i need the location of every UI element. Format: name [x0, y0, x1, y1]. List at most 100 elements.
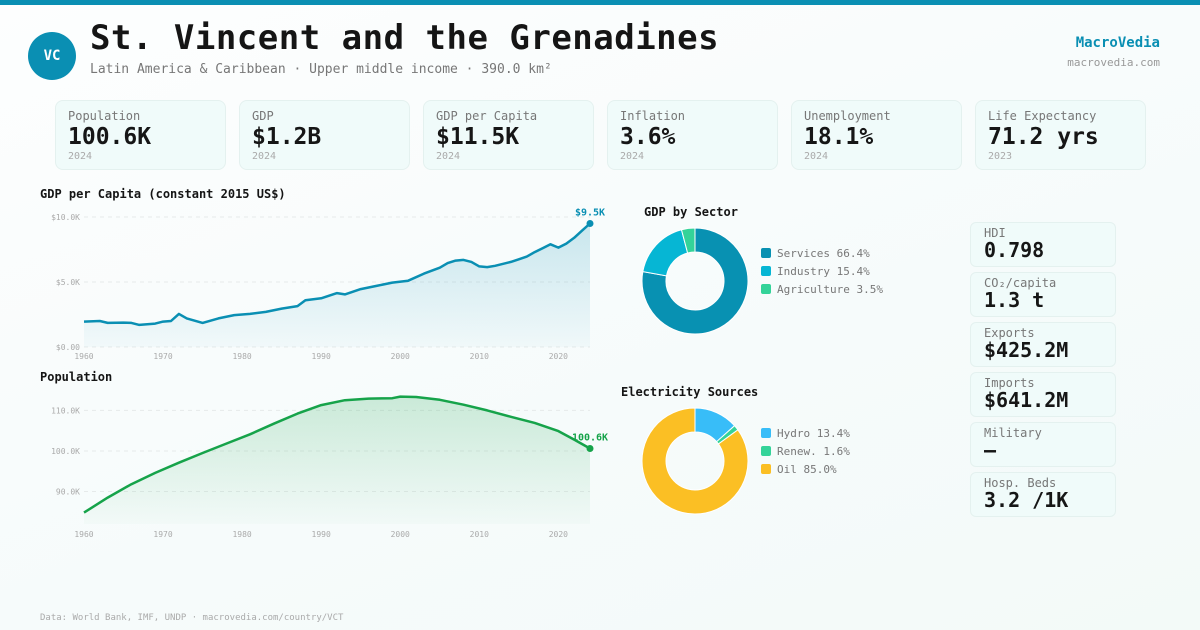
sector-chart-title: GDP by Sector — [644, 205, 738, 219]
legend-label: Industry 15.4% — [777, 264, 870, 278]
kpi-value: $1.2B — [252, 124, 322, 150]
x-tick-label: 2000 — [391, 352, 410, 361]
legend-swatch — [761, 446, 771, 456]
kpi-card-life-expectancy: Life Expectancy 71.2 yrs 2023 — [975, 100, 1146, 170]
footer-source: Data: World Bank, IMF, UNDP · macrovedia… — [40, 613, 344, 623]
x-tick-label: 1960 — [74, 530, 93, 539]
y-tick-label: $10.0K — [51, 213, 80, 222]
legend-item-hydro: Hydro 13.4% — [761, 424, 850, 442]
kpi-value: 3.6% — [620, 124, 676, 150]
x-tick-label: 1960 — [74, 352, 93, 361]
gdp-area-fill — [84, 223, 590, 347]
page-title: St. Vincent and the Grenadines — [90, 18, 720, 58]
side-stats: HDI 0.798 CO₂/capita 1.3 t Exports $425.2M … — [970, 222, 1116, 522]
kpi-label: GDP per Capita — [436, 109, 538, 123]
stat-value: 0.798 — [984, 238, 1045, 262]
electricity-chart-title: Electricity Sources — [621, 385, 759, 399]
stat-label: CO₂/capita — [984, 276, 1057, 290]
x-tick-label: 1970 — [153, 530, 172, 539]
top-accent-bar — [0, 0, 1200, 5]
x-tick-label: 2000 — [391, 530, 410, 539]
stat-label: HDI — [984, 226, 1006, 240]
y-tick-label: $5.0K — [56, 278, 80, 287]
kpi-card-gdp: GDP $1.2B 2024 — [239, 100, 410, 170]
kpi-value: $11.5K — [436, 124, 520, 150]
gdp-end-point — [586, 220, 594, 227]
gdp-end-label: $9.5K — [575, 208, 605, 219]
kpi-year: 2024 — [68, 151, 93, 162]
gdp-chart-title: GDP per Capita (constant 2015 US$) — [40, 187, 286, 201]
stat-card-military: Military — — [970, 422, 1116, 467]
y-tick-label: $0.00 — [56, 343, 80, 352]
kpi-label: Inflation — [620, 109, 686, 123]
population-end-point — [586, 445, 594, 453]
legend-item-industry: Industry 15.4% — [761, 262, 883, 280]
kpi-year: 2024 — [436, 151, 461, 162]
donut-slice-services — [641, 227, 749, 335]
population-line — [83, 395, 591, 514]
x-tick-label: 1990 — [312, 352, 331, 361]
legend-label: Renew. 1.6% — [777, 444, 850, 458]
stat-value: 3.2 /1K — [984, 488, 1069, 512]
x-tick-label: 1990 — [312, 530, 331, 539]
sector-legend: Services 66.4% Industry 15.4% Agricultur… — [761, 244, 883, 298]
electricity-donut — [641, 407, 749, 515]
x-tick-label: 2020 — [549, 530, 568, 539]
kpi-value: 18.1% — [804, 124, 874, 150]
kpi-card-unemployment: Unemployment 18.1% 2024 — [791, 100, 962, 170]
kpi-card-population: Population 100.6K 2024 — [55, 100, 226, 170]
stat-card-hdi: HDI 0.798 — [970, 222, 1116, 267]
legend-item-services: Services 66.4% — [761, 244, 883, 262]
kpi-card-inflation: Inflation 3.6% 2024 — [607, 100, 778, 170]
stat-value: — — [984, 438, 997, 462]
y-tick-label: 100.0K — [51, 447, 80, 456]
stat-label: Imports — [984, 376, 1035, 390]
legend-swatch — [761, 428, 771, 438]
legend-label: Oil 85.0% — [777, 462, 837, 476]
brand-url[interactable]: macrovedia.com — [1067, 56, 1160, 69]
legend-swatch — [761, 266, 771, 276]
legend-swatch — [761, 248, 771, 258]
kpi-value: 100.6K — [68, 124, 152, 150]
donut-slice-oil — [641, 407, 749, 515]
gdp-line — [83, 222, 591, 327]
kpi-year: 2023 — [988, 151, 1013, 162]
x-tick-label: 2010 — [470, 530, 489, 539]
x-tick-label: 2010 — [470, 352, 489, 361]
stat-card-co2: CO₂/capita 1.3 t — [970, 272, 1116, 317]
stat-label: Hosp. Beds — [984, 476, 1057, 490]
x-tick-label: 1980 — [232, 352, 251, 361]
stat-value: $641.2M — [984, 388, 1069, 412]
legend-item-agriculture: Agriculture 3.5% — [761, 280, 883, 298]
legend-swatch — [761, 284, 771, 294]
population-end-label: 100.6K — [572, 433, 608, 444]
kpi-value: 71.2 yrs — [988, 124, 1099, 150]
page-subtitle: Latin America & Caribbean · Upper middle… — [90, 62, 552, 77]
donut-slice-agriculture — [680, 227, 696, 254]
legend-label: Hydro 13.4% — [777, 426, 850, 440]
electricity-legend: Hydro 13.4% Renew. 1.6% Oil 85.0% — [761, 424, 850, 478]
kpi-year: 2024 — [804, 151, 829, 162]
stat-card-hospital-beds: Hosp. Beds 3.2 /1K — [970, 472, 1116, 517]
stat-card-exports: Exports $425.2M — [970, 322, 1116, 367]
stat-card-imports: Imports $641.2M — [970, 372, 1116, 417]
legend-item-oil: Oil 85.0% — [761, 460, 850, 478]
legend-swatch — [761, 464, 771, 474]
y-tick-label: 90.0K — [56, 488, 80, 497]
kpi-card-gdp-per-capita: GDP per Capita $11.5K 2024 — [423, 100, 594, 170]
donut-slice-industry — [642, 229, 689, 277]
population-area-fill — [84, 396, 590, 524]
kpi-year: 2024 — [252, 151, 277, 162]
x-tick-label: 1980 — [232, 530, 251, 539]
stat-label: Exports — [984, 326, 1035, 340]
stat-label: Military — [984, 426, 1042, 440]
population-chart-title: Population — [40, 370, 113, 384]
legend-label: Services 66.4% — [777, 246, 870, 260]
kpi-label: GDP — [252, 109, 274, 123]
y-tick-label: 110.0K — [51, 406, 80, 415]
brand-logo[interactable]: MacroVedia — [1075, 35, 1160, 51]
x-tick-label: 2020 — [549, 352, 568, 361]
legend-label: Agriculture 3.5% — [777, 282, 883, 296]
kpi-label: Population — [68, 109, 141, 123]
